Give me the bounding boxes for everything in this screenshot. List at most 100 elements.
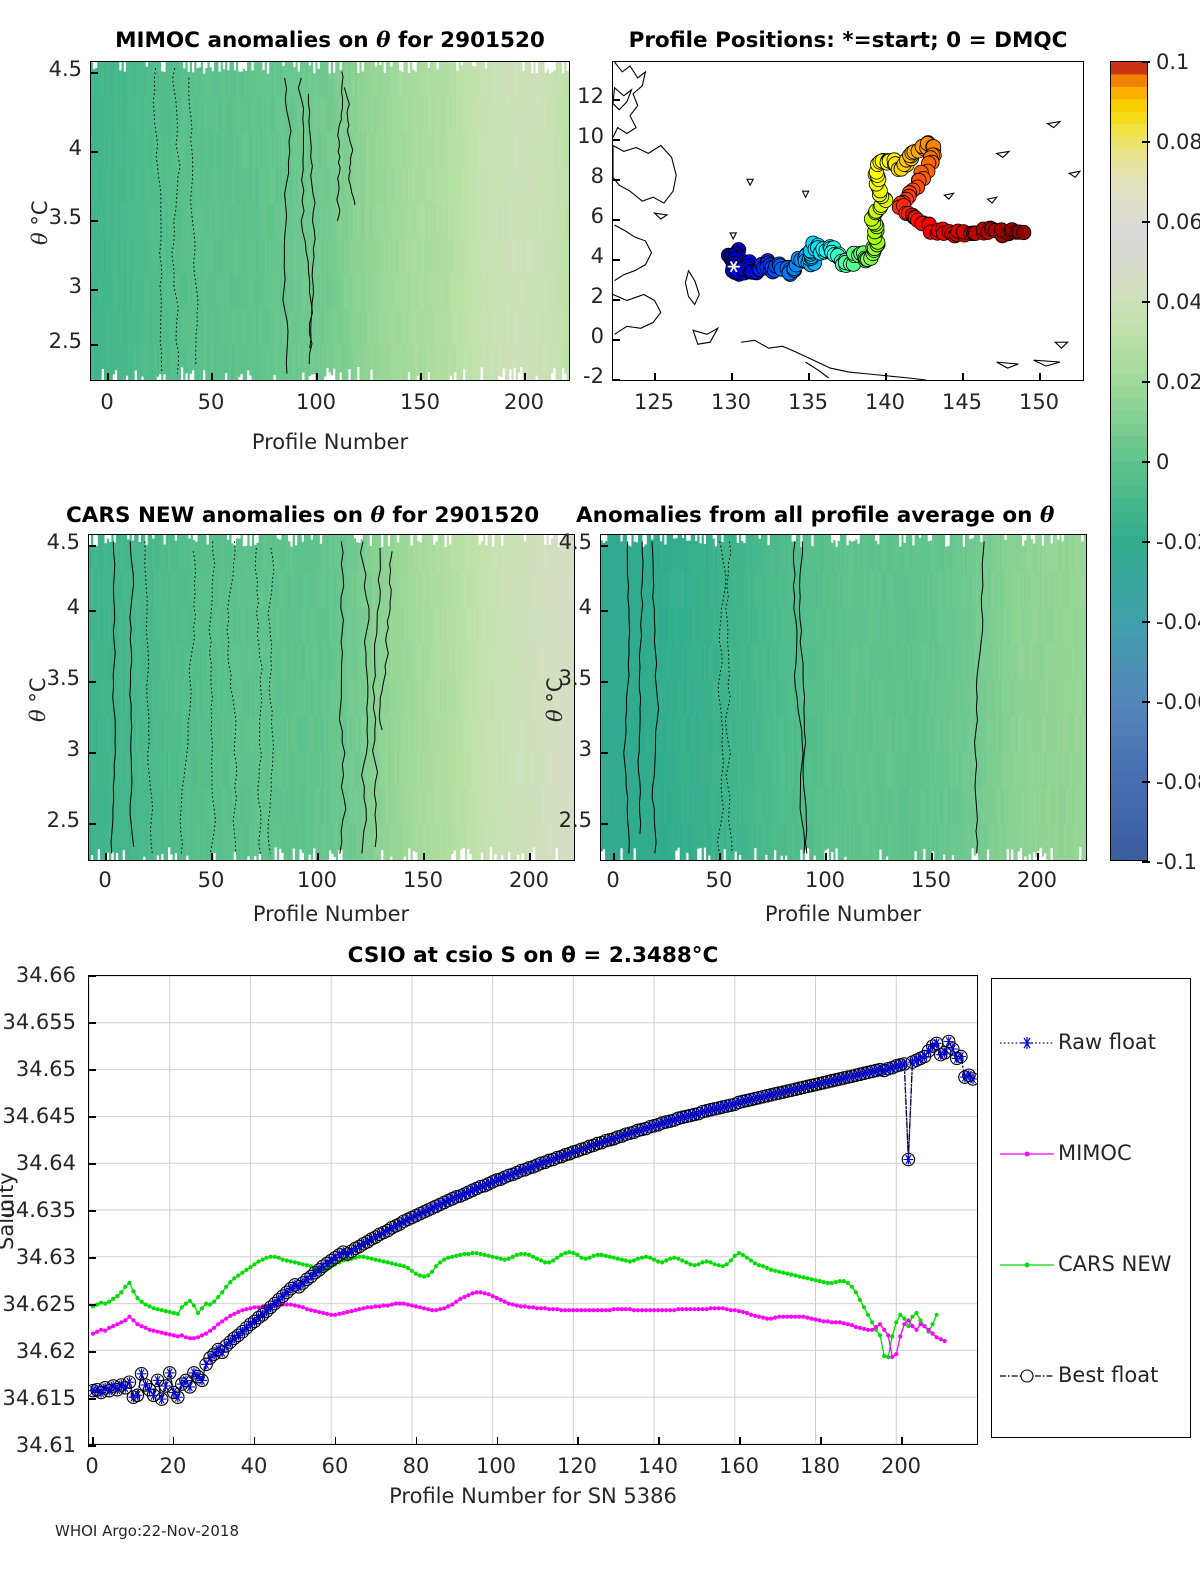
- axis-tick: [612, 339, 620, 341]
- allavg-panel-title: Anomalies from all profile average on θ: [576, 503, 1101, 528]
- series-ytick-34.62: 34.62: [15, 1339, 76, 1363]
- axis-tick: [577, 1437, 579, 1445]
- colorbar-tick-0.08: 0.08: [1156, 130, 1200, 154]
- allavg-xtick-100: 100: [804, 868, 846, 892]
- axis-tick: [90, 344, 98, 346]
- allavg-xtick-50: 50: [705, 868, 733, 892]
- axis-tick: [92, 1437, 94, 1445]
- allavg-xtick-0: 0: [606, 868, 620, 892]
- map-xtick-130: 130: [710, 390, 752, 414]
- series-ylabel: Salinity: [0, 1172, 18, 1250]
- allavg-ylabel-theta: θ: [543, 709, 567, 722]
- axis-tick: [739, 1437, 741, 1445]
- axis-tick: [600, 545, 608, 547]
- axis-tick: [88, 610, 96, 612]
- allavg-xtick-200: 200: [1016, 868, 1058, 892]
- colorbar-tick--0.06: -0.06: [1156, 690, 1200, 714]
- series-ytick-34.65: 34.65: [15, 1057, 76, 1081]
- theta-glyph: θ: [370, 503, 385, 528]
- series-ytick-34.655: 34.655: [2, 1010, 76, 1034]
- allavg-ytick-3.5: 3.5: [558, 666, 592, 690]
- cars-panel-title: CARS NEW anomalies on θ for 2901520: [66, 503, 576, 528]
- axis-tick: [1039, 373, 1041, 381]
- cars-plot-area[interactable]: [88, 534, 575, 861]
- series-xtick-0: 0: [85, 1454, 99, 1478]
- mimoc-ytick-4.5: 4.5: [48, 57, 82, 81]
- axis-tick: [90, 151, 98, 153]
- axis-tick: [600, 752, 608, 754]
- mimoc-xtick-100: 100: [295, 390, 337, 414]
- axis-tick: [612, 99, 620, 101]
- colorbar-gradient[interactable]: [1110, 61, 1148, 861]
- colorbar-tick--0.1: -0.1: [1156, 850, 1197, 874]
- mimoc-ylabel-theta: θ: [28, 232, 52, 245]
- mimoc-xtick-150: 150: [399, 390, 441, 414]
- axis-tick: [613, 853, 615, 861]
- series-legend[interactable]: [991, 978, 1191, 1438]
- axis-tick: [88, 752, 96, 754]
- map-xtick-150: 150: [1018, 390, 1060, 414]
- legend-label-raw-float[interactable]: Raw float: [1058, 1030, 1157, 1054]
- axis-tick: [612, 219, 620, 221]
- colorbar-tick--0.04: -0.04: [1156, 610, 1200, 634]
- map-panel-title: Profile Positions: *=start; 0 = DMQC: [628, 28, 1068, 53]
- allavg-ylabel-unit: °C: [543, 677, 567, 710]
- axis-tick: [885, 373, 887, 381]
- axis-tick: [825, 853, 827, 861]
- legend-label-best-float[interactable]: Best float: [1058, 1363, 1159, 1387]
- axis-tick: [1142, 461, 1150, 463]
- map-ytick-4: 4: [590, 244, 604, 268]
- cars-ytick-4: 4: [66, 595, 80, 619]
- legend-label-mimoc[interactable]: MIMOC: [1058, 1141, 1132, 1165]
- map-xtick-135: 135: [787, 390, 829, 414]
- series-ytick-34.635: 34.635: [2, 1198, 76, 1222]
- axis-tick: [1142, 141, 1150, 143]
- axis-tick: [88, 1022, 96, 1024]
- colorbar-tick-0: 0: [1156, 450, 1170, 474]
- axis-tick: [334, 1437, 337, 1445]
- allavg-ytick-4: 4: [578, 595, 592, 619]
- axis-tick: [90, 72, 98, 74]
- axis-tick: [88, 1257, 96, 1259]
- mimoc-ytick-2.5: 2.5: [48, 329, 82, 353]
- series-plot-area[interactable]: [88, 975, 978, 1445]
- series-ytick-34.66: 34.66: [15, 963, 76, 987]
- axis-tick: [1142, 381, 1150, 383]
- cars-xtick-200: 200: [508, 868, 550, 892]
- series-xtick-20: 20: [159, 1454, 187, 1478]
- axis-tick: [1142, 861, 1150, 863]
- axis-tick: [658, 1437, 660, 1445]
- axis-tick: [962, 373, 964, 381]
- mimoc-ytick-4: 4: [68, 136, 82, 160]
- mimoc-ylabel: θ °C: [28, 201, 52, 246]
- mimoc-plot-area[interactable]: [90, 61, 570, 381]
- theta-glyph: θ: [1039, 503, 1055, 528]
- axis-tick: [253, 1437, 256, 1445]
- cars-title-b: for 2901520: [384, 503, 540, 528]
- cars-ytick-3: 3: [66, 737, 80, 761]
- axis-tick: [88, 1069, 96, 1071]
- colorbar-tick-0.1: 0.1: [1156, 50, 1190, 74]
- cars-title-a: CARS NEW anomalies on: [66, 503, 371, 528]
- axis-tick: [1142, 61, 1150, 63]
- legend-label-cars-new[interactable]: CARS NEW: [1058, 1252, 1172, 1276]
- colorbar-canvas: [1111, 62, 1147, 860]
- cars-xtick-100: 100: [296, 868, 338, 892]
- series-ytick-34.64: 34.64: [15, 1151, 76, 1175]
- colorbar-tick--0.02: -0.02: [1156, 530, 1200, 554]
- series-xtick-60: 60: [321, 1454, 349, 1478]
- axis-tick: [316, 373, 318, 381]
- axis-tick: [612, 179, 620, 181]
- axis-tick: [90, 220, 98, 222]
- axis-tick: [88, 681, 96, 683]
- axis-tick: [423, 853, 425, 861]
- mimoc-title-b: for 2901520: [390, 28, 545, 53]
- allavg-plot-area[interactable]: [600, 534, 1087, 861]
- mimoc-xtick-50: 50: [197, 390, 225, 414]
- axis-tick: [731, 373, 733, 381]
- series-xtick-40: 40: [240, 1454, 268, 1478]
- map-plot-area[interactable]: [612, 61, 1084, 381]
- allavg-ytick-3: 3: [578, 737, 592, 761]
- series-xtick-100: 100: [475, 1454, 517, 1478]
- cars-ylabel-unit: °C: [26, 677, 50, 710]
